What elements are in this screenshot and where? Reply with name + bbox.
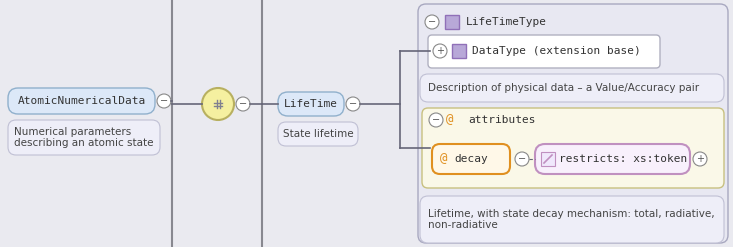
Text: +: + [436, 46, 444, 56]
Text: decay: decay [454, 154, 487, 164]
Text: −: − [239, 99, 247, 109]
Text: Description of physical data – a Value/Accuracy pair: Description of physical data – a Value/A… [428, 83, 699, 93]
Circle shape [693, 152, 707, 166]
FancyBboxPatch shape [278, 122, 358, 146]
Text: LifeTimeType: LifeTimeType [466, 17, 547, 27]
Text: Numerical parameters
describing an atomic state: Numerical parameters describing an atomi… [14, 127, 153, 148]
FancyBboxPatch shape [535, 144, 690, 174]
FancyBboxPatch shape [8, 88, 155, 114]
Text: −: − [518, 154, 526, 164]
Text: restricts: xs:token: restricts: xs:token [559, 154, 688, 164]
FancyBboxPatch shape [418, 4, 728, 243]
FancyBboxPatch shape [420, 196, 724, 243]
Text: +: + [696, 154, 704, 164]
Text: −: − [349, 99, 357, 109]
Bar [445, 15, 459, 29]
Text: @: @ [440, 152, 448, 165]
Circle shape [429, 113, 443, 127]
Circle shape [425, 15, 439, 29]
Text: @: @ [446, 114, 454, 126]
Text: DataType (extension base): DataType (extension base) [472, 46, 641, 56]
Text: −: − [432, 115, 440, 125]
Text: State lifetime: State lifetime [283, 129, 353, 139]
Text: −: − [160, 96, 168, 106]
Circle shape [202, 88, 234, 120]
Bar [452, 44, 466, 58]
Text: Lifetime, with state decay mechanism: total, radiative,
non-radiative: Lifetime, with state decay mechanism: to… [428, 209, 715, 230]
Circle shape [157, 94, 171, 108]
FancyBboxPatch shape [420, 74, 724, 102]
FancyBboxPatch shape [278, 92, 344, 116]
Circle shape [236, 97, 250, 111]
FancyBboxPatch shape [432, 144, 510, 174]
Circle shape [346, 97, 360, 111]
Circle shape [515, 152, 529, 166]
Text: −: − [428, 17, 436, 27]
FancyBboxPatch shape [8, 120, 160, 155]
Text: LifeTime: LifeTime [284, 99, 338, 109]
FancyBboxPatch shape [428, 35, 660, 68]
Text: AtomicNumericalData: AtomicNumericalData [18, 96, 146, 106]
Circle shape [433, 44, 447, 58]
FancyBboxPatch shape [541, 152, 555, 166]
Text: attributes: attributes [468, 115, 536, 125]
FancyBboxPatch shape [422, 108, 724, 188]
